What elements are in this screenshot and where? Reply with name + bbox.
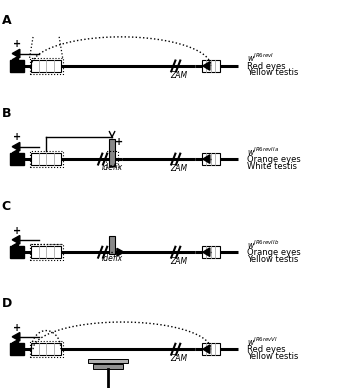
Bar xyxy=(30,244,63,260)
Polygon shape xyxy=(12,247,18,254)
Text: D: D xyxy=(2,297,12,310)
Text: +: + xyxy=(13,322,21,333)
Polygon shape xyxy=(12,142,20,151)
Bar xyxy=(31,60,61,72)
Text: $w^{JR6revIIb}$: $w^{JR6revIIb}$ xyxy=(247,238,279,251)
Text: Yellow testis: Yellow testis xyxy=(247,68,299,78)
Text: ZAM: ZAM xyxy=(171,164,188,173)
Bar xyxy=(30,341,63,357)
Polygon shape xyxy=(12,333,20,341)
Bar xyxy=(109,139,115,166)
Bar xyxy=(106,151,118,167)
Text: ZAM: ZAM xyxy=(171,71,188,80)
Bar xyxy=(88,359,128,363)
Bar xyxy=(30,58,63,74)
Bar xyxy=(31,246,61,258)
Text: +: + xyxy=(13,225,21,236)
Bar xyxy=(30,151,63,167)
Polygon shape xyxy=(203,155,210,163)
Text: +: + xyxy=(13,132,21,142)
Text: Yellow testis: Yellow testis xyxy=(247,255,299,264)
Bar xyxy=(202,246,220,258)
Polygon shape xyxy=(12,154,18,161)
Bar xyxy=(202,153,220,165)
Text: Idefix: Idefix xyxy=(102,254,122,263)
Text: ZAM: ZAM xyxy=(171,257,188,266)
Text: Red eyes: Red eyes xyxy=(247,62,286,71)
Polygon shape xyxy=(12,149,18,156)
Bar xyxy=(10,60,24,72)
Polygon shape xyxy=(203,62,210,70)
Text: White testis: White testis xyxy=(247,161,297,171)
Text: $w^{JR6revI}$: $w^{JR6revI}$ xyxy=(247,52,275,64)
Text: $w^{JR6revIIa}$: $w^{JR6revIIa}$ xyxy=(247,145,279,158)
Bar xyxy=(31,343,61,355)
Text: Orange eyes: Orange eyes xyxy=(247,248,301,258)
Text: Yellow testis: Yellow testis xyxy=(247,352,299,361)
Text: +: + xyxy=(114,137,123,147)
Polygon shape xyxy=(12,344,18,351)
Bar xyxy=(202,60,220,72)
Text: Orange eyes: Orange eyes xyxy=(247,155,301,165)
Polygon shape xyxy=(12,340,18,346)
Polygon shape xyxy=(203,345,210,353)
Bar xyxy=(93,364,123,369)
Text: +: + xyxy=(13,39,21,49)
Bar xyxy=(10,246,24,258)
Text: B: B xyxy=(2,107,11,120)
Text: Red eyes: Red eyes xyxy=(247,345,286,355)
Text: A: A xyxy=(2,14,11,27)
Bar xyxy=(10,153,24,165)
Polygon shape xyxy=(12,236,20,244)
Polygon shape xyxy=(12,61,18,68)
Polygon shape xyxy=(117,248,124,256)
Polygon shape xyxy=(12,49,20,58)
Polygon shape xyxy=(12,56,18,63)
Text: $w^{JR6revVI}$: $w^{JR6revVI}$ xyxy=(247,335,278,348)
Polygon shape xyxy=(203,248,210,256)
Text: Idefix: Idefix xyxy=(102,163,122,172)
Bar xyxy=(202,343,220,355)
Bar xyxy=(31,153,61,165)
Bar xyxy=(10,343,24,355)
Text: ZAM: ZAM xyxy=(171,354,188,363)
Polygon shape xyxy=(12,242,18,249)
Text: C: C xyxy=(2,200,11,213)
Bar xyxy=(109,236,115,254)
